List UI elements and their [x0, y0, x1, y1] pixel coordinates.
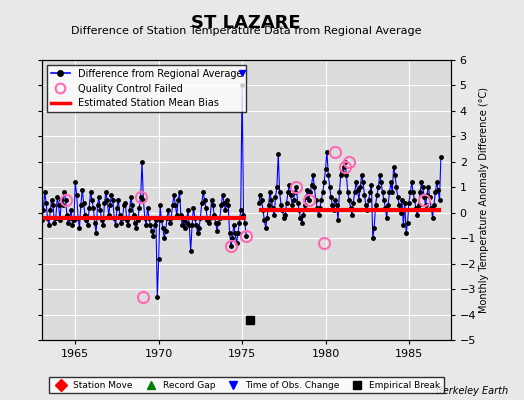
Legend: Station Move, Record Gap, Time of Obs. Change, Empirical Break: Station Move, Record Gap, Time of Obs. C… — [49, 377, 444, 394]
Text: ST LAZARE: ST LAZARE — [191, 14, 301, 32]
Y-axis label: Monthly Temperature Anomaly Difference (°C): Monthly Temperature Anomaly Difference (… — [479, 87, 489, 313]
Text: Berkeley Earth: Berkeley Earth — [436, 386, 508, 396]
Legend: Difference from Regional Average, Quality Control Failed, Estimated Station Mean: Difference from Regional Average, Qualit… — [47, 65, 246, 112]
Text: Difference of Station Temperature Data from Regional Average: Difference of Station Temperature Data f… — [71, 26, 421, 36]
